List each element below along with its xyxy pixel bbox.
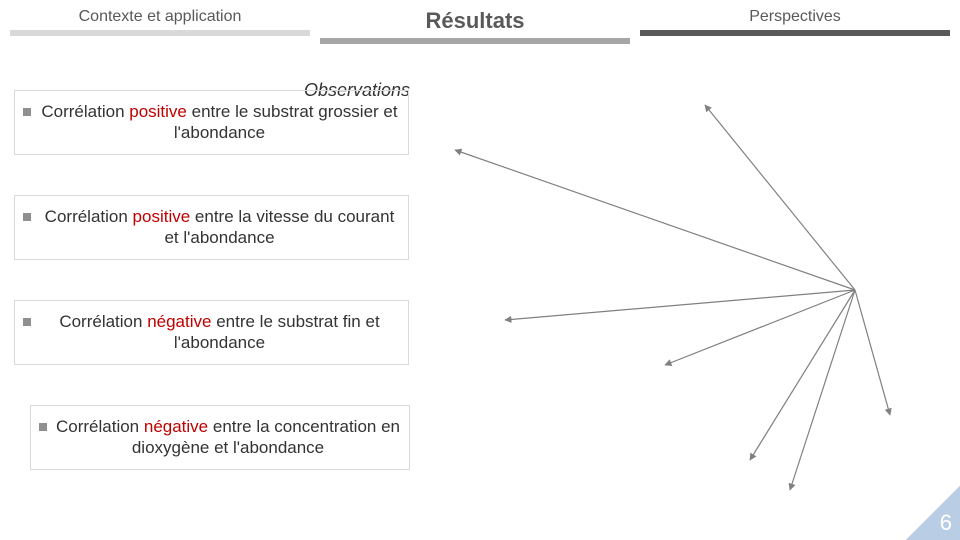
bullet-icon <box>23 318 31 326</box>
slide: Contexte et application Résultats Perspe… <box>0 0 960 540</box>
obs2-kw: positive <box>133 207 191 226</box>
vector-line <box>705 105 855 290</box>
page-number: 6 <box>940 510 952 536</box>
tab-perspectives[interactable]: Perspectives <box>640 8 950 40</box>
vector-line <box>455 150 855 290</box>
bullet-icon <box>23 108 31 116</box>
obs3-kw: négative <box>147 312 211 331</box>
tab-results-bar <box>320 38 630 44</box>
observation-text-3: Corrélation négative entre le substrat f… <box>39 311 400 354</box>
obs1-pre: Corrélation <box>41 102 129 121</box>
vector-line <box>790 290 855 490</box>
vector-line <box>750 290 855 460</box>
obs4-pre: Corrélation <box>56 417 144 436</box>
vector-line <box>665 290 855 365</box>
bullet-icon <box>23 213 31 221</box>
tab-perspectives-bar <box>640 30 950 36</box>
tab-results[interactable]: Résultats <box>320 8 630 40</box>
observation-box-3: Corrélation négative entre le substrat f… <box>14 300 409 365</box>
tab-context-bar <box>10 30 310 36</box>
obs3-pre: Corrélation <box>59 312 147 331</box>
observation-box-4: Corrélation négative entre la concentrat… <box>30 405 410 470</box>
tab-results-label: Résultats <box>320 8 630 34</box>
vector-group <box>455 105 890 490</box>
observation-box-1: Corrélation positive entre le substrat g… <box>14 90 409 155</box>
ordination-svg <box>425 60 945 510</box>
observation-text-2: Corrélation positive entre la vitesse du… <box>39 206 400 249</box>
vector-line <box>505 290 855 320</box>
bullet-icon <box>39 423 47 431</box>
obs4-kw: négative <box>144 417 208 436</box>
observation-text-4: Corrélation négative entre la concentrat… <box>55 416 401 459</box>
vector-line <box>855 290 890 415</box>
ordination-plot <box>425 60 945 510</box>
tab-context[interactable]: Contexte et application <box>10 8 310 40</box>
obs2-pre: Corrélation <box>45 207 133 226</box>
tab-perspectives-label: Perspectives <box>640 8 950 26</box>
page-number-badge: 6 <box>906 486 960 540</box>
observation-text-1: Corrélation positive entre le substrat g… <box>39 101 400 144</box>
tab-context-label: Contexte et application <box>10 8 310 26</box>
obs1-post: entre le substrat grossier et l'abondanc… <box>174 102 398 142</box>
observation-box-2: Corrélation positive entre la vitesse du… <box>14 195 409 260</box>
obs1-kw: positive <box>129 102 187 121</box>
obs2-post: entre la vitesse du courant et l'abondan… <box>164 207 394 247</box>
